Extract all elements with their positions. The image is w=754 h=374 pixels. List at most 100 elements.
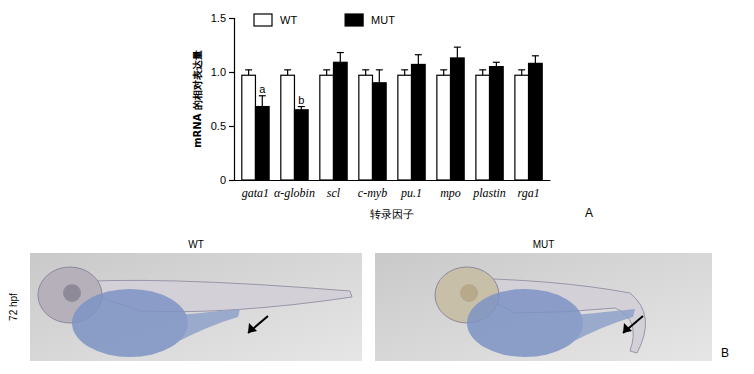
error-stem — [482, 70, 483, 75]
x-tick-label: plastin — [472, 186, 506, 200]
bar — [437, 75, 451, 180]
error-stem — [496, 62, 497, 66]
y-tick-label: 1.0 — [211, 66, 226, 78]
y-tick: 0 — [220, 174, 234, 186]
error-bar — [401, 70, 408, 75]
error-cap — [479, 69, 486, 70]
bar — [451, 58, 465, 180]
error-cap — [337, 52, 344, 53]
y-tick-label: 0.5 — [211, 120, 226, 132]
error-cap — [415, 54, 422, 55]
error-bar — [362, 70, 369, 75]
x-axis: gata1 α-globin scl c-myb pu.1 mpo plastin rga1 — [235, 180, 551, 200]
bar — [281, 75, 295, 180]
error-bar — [245, 70, 252, 75]
error-cap — [440, 69, 447, 70]
image-title: MUT — [533, 239, 555, 250]
error-cap — [259, 95, 266, 96]
y-tick: 1.5 — [211, 12, 234, 24]
x-tick: rga1 — [517, 180, 539, 200]
error-stem — [262, 96, 263, 107]
error-bar — [532, 56, 539, 64]
error-bar — [518, 70, 525, 75]
yolk-extension — [175, 309, 240, 343]
x-axis-line — [235, 180, 551, 181]
bar — [372, 83, 386, 180]
panel-label: B — [721, 346, 729, 360]
image-background — [375, 253, 712, 361]
bar — [255, 107, 269, 180]
legend-label: MUT — [371, 14, 395, 26]
error-bar — [284, 70, 291, 75]
error-stem — [340, 53, 341, 63]
y-tick-mark — [229, 180, 234, 181]
legend-label: WT — [280, 14, 297, 26]
bar — [359, 75, 373, 180]
x-tick-label: scl — [327, 186, 341, 200]
y-axis: 0 0.5 1.0 1.5 — [211, 12, 235, 186]
legend-swatch — [345, 14, 363, 26]
embryo-eye — [460, 284, 478, 302]
y-tick-mark — [229, 18, 234, 19]
x-tick: plastin — [472, 180, 506, 200]
error-stem — [443, 70, 444, 75]
bar — [412, 64, 426, 180]
arrow-shaft — [248, 316, 268, 333]
error-bar — [298, 107, 305, 110]
y-tick-label: 0 — [220, 174, 226, 186]
error-cap — [298, 106, 305, 107]
yolk-extension — [570, 309, 635, 343]
bar — [476, 75, 490, 180]
error-cap — [323, 69, 330, 70]
y-tick-mark — [229, 72, 234, 73]
plot-marks — [242, 47, 542, 180]
image-title: WT — [188, 239, 204, 250]
error-bar — [323, 70, 330, 75]
embryo-yolk — [72, 289, 188, 357]
arrow-head — [623, 323, 632, 333]
x-tick-label: pu.1 — [400, 186, 422, 200]
x-tick-label: rga1 — [517, 186, 539, 200]
arrow — [623, 316, 643, 333]
error-stem — [457, 47, 458, 58]
error-bar — [376, 70, 383, 83]
y-axis-line — [229, 19, 235, 181]
x-tick-label: mpo — [440, 186, 461, 200]
series-0 — [242, 70, 529, 180]
series-1 — [255, 47, 542, 180]
embryo-image — [30, 253, 362, 361]
error-stem — [365, 70, 366, 75]
arrow-head — [248, 323, 257, 333]
y-tick: 0.5 — [211, 120, 234, 132]
embryo-image — [375, 253, 712, 361]
bar — [490, 67, 504, 180]
error-cap — [401, 69, 408, 70]
error-cap — [245, 69, 252, 70]
error-bar — [454, 47, 461, 58]
x-tick-label: gata1 — [242, 186, 269, 200]
bar — [294, 110, 308, 180]
annotation: a — [259, 83, 266, 95]
annotation: b — [298, 94, 304, 106]
error-bar — [493, 62, 500, 66]
error-stem — [535, 56, 536, 64]
error-cap — [518, 69, 525, 70]
error-cap — [454, 47, 461, 48]
bar — [398, 75, 412, 180]
x-tick-label: α-globin — [274, 186, 315, 200]
error-bar — [337, 53, 344, 63]
x-tick: c-myb — [358, 180, 387, 200]
error-cap — [532, 55, 539, 56]
y-tick-mark — [229, 126, 234, 127]
legend-swatch — [254, 14, 272, 26]
error-cap — [376, 69, 383, 70]
error-stem — [287, 70, 288, 75]
error-cap — [362, 69, 369, 70]
bar — [320, 75, 334, 180]
legend: WT MUT — [254, 14, 395, 26]
x-axis-title: 转录因子 — [370, 208, 414, 221]
arrow-shaft — [623, 316, 643, 333]
error-stem — [379, 70, 380, 83]
bar — [529, 63, 543, 180]
y-tick: 1.0 — [211, 66, 234, 78]
